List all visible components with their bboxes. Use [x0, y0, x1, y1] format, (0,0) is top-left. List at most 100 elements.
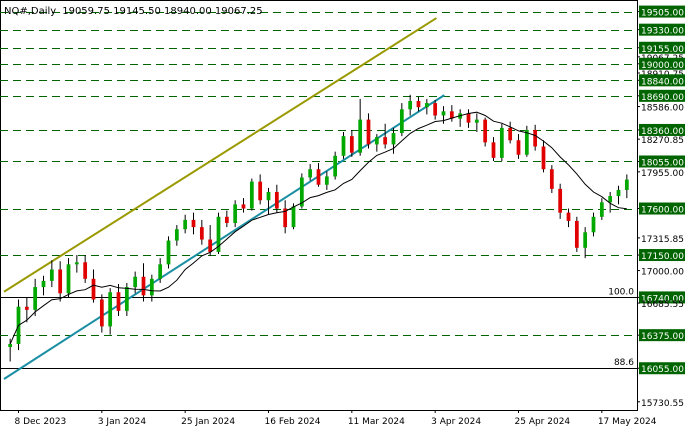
bull-candle [374, 137, 379, 145]
bear-candle [466, 113, 471, 123]
bull-candle [108, 292, 113, 327]
price-tick-label: 18270.85 [641, 136, 684, 146]
bull-candle [33, 287, 38, 310]
bear-candle [224, 216, 229, 223]
date-label: 16 Feb 2024 [265, 417, 321, 427]
level-label: 19155.00 [641, 45, 684, 55]
level-label: 18840.00 [641, 77, 684, 87]
bull-candle [49, 269, 54, 281]
bull-candle [308, 169, 313, 178]
level-label: 19330.00 [641, 27, 684, 37]
bull-candle [624, 179, 629, 190]
bull-candle [133, 276, 138, 288]
bull-candle [233, 204, 238, 223]
bear-candle [274, 191, 279, 209]
bull-candle [583, 232, 588, 248]
level-label: 17600.00 [641, 206, 684, 216]
chart-header: NQ#,Daily 19059.75 19145.50 18940.00 1906… [4, 6, 263, 17]
level-label-bg [639, 23, 685, 36]
bull-candle [266, 191, 271, 201]
level-label: 17150.00 [641, 252, 684, 262]
level-label-bg [639, 123, 685, 136]
fib-label: 88.6 [614, 358, 634, 368]
level-label: 16375.00 [641, 332, 684, 342]
bear-candle [566, 212, 571, 221]
bull-candle [441, 111, 446, 116]
level-label-bg [639, 362, 685, 375]
date-label: 25 Jan 2024 [181, 417, 235, 427]
bull-candle [41, 280, 46, 288]
bull-candle [391, 133, 396, 145]
bull-candle [341, 136, 346, 156]
bear-candle [491, 142, 496, 158]
price-tick-label: 17315.85 [641, 235, 684, 245]
bear-candle [141, 276, 146, 296]
bull-candle [216, 216, 221, 252]
trendline [3, 94, 445, 380]
bear-candle [283, 208, 288, 228]
bear-candle [416, 101, 421, 108]
bull-candle [333, 155, 338, 177]
level-label: 18360.00 [641, 127, 684, 137]
bear-candle [349, 136, 354, 153]
bear-candle [541, 146, 546, 170]
bear-candle [258, 181, 263, 201]
bull-candle [599, 202, 604, 217]
plot-frame [0, 0, 638, 411]
level-label-bg [639, 249, 685, 262]
moving-average-line [9, 111, 627, 345]
price-tick-label: 18586.00 [641, 104, 684, 114]
bull-candle [8, 343, 13, 348]
bull-candle [524, 129, 529, 155]
trendline [3, 17, 437, 293]
bull-candle [408, 101, 413, 110]
bull-candle [166, 240, 171, 265]
bull-candle [616, 189, 621, 197]
bull-candle [158, 264, 163, 279]
price-axis: 19505.0019330.0019155.0019067.2519000.00… [637, 5, 685, 409]
level-label: 19000.00 [641, 61, 684, 71]
bear-candle [199, 227, 204, 240]
level-label-bg [639, 329, 685, 342]
bull-candle [174, 229, 179, 241]
bear-candle [433, 103, 438, 116]
bull-candle [399, 109, 404, 134]
level-label: 19505.00 [641, 9, 684, 19]
date-axis: 8 Dec 2023 3 Jan 2024 25 Jan 2024 16 Feb 20… [15, 410, 657, 427]
bull-candle [591, 216, 596, 233]
price-tick-label: 15730.55 [641, 399, 684, 409]
level-label: 18690.00 [641, 93, 684, 103]
bull-candle [249, 181, 254, 209]
bull-candle [149, 278, 154, 296]
level-label-bg [639, 155, 685, 168]
bear-candle [533, 129, 538, 147]
level-label-bg [639, 74, 685, 87]
symbol-label: NQ#,Daily [4, 6, 56, 17]
bear-candle [508, 127, 513, 141]
date-label: 8 Dec 2023 [15, 417, 67, 427]
bull-candle [424, 103, 429, 108]
bull-candle [299, 177, 304, 207]
bear-candle [549, 169, 554, 189]
level-label-bg [639, 291, 685, 304]
fibonacci-labels: 100.0 88.6 [608, 287, 634, 368]
bear-candle [516, 140, 521, 155]
horizontal-levels [0, 12, 637, 369]
bear-candle [483, 119, 488, 143]
level-label: 18055.00 [641, 158, 684, 168]
bear-candle [449, 111, 454, 119]
level-label-bg [639, 5, 685, 18]
level-label: 16740.00 [641, 294, 684, 304]
bear-candle [574, 220, 579, 248]
bear-candle [99, 299, 104, 327]
bear-candle [83, 262, 88, 279]
ohlc-values: 19059.75 19145.50 18940.00 19067.25 [62, 6, 262, 17]
bull-candle [324, 176, 329, 185]
bull-candle [124, 287, 129, 311]
bull-candle [358, 119, 363, 153]
bull-candle [74, 262, 79, 265]
bear-candle [191, 219, 196, 228]
bear-candle [208, 239, 213, 252]
date-label: 25 Apr 2024 [515, 417, 571, 427]
